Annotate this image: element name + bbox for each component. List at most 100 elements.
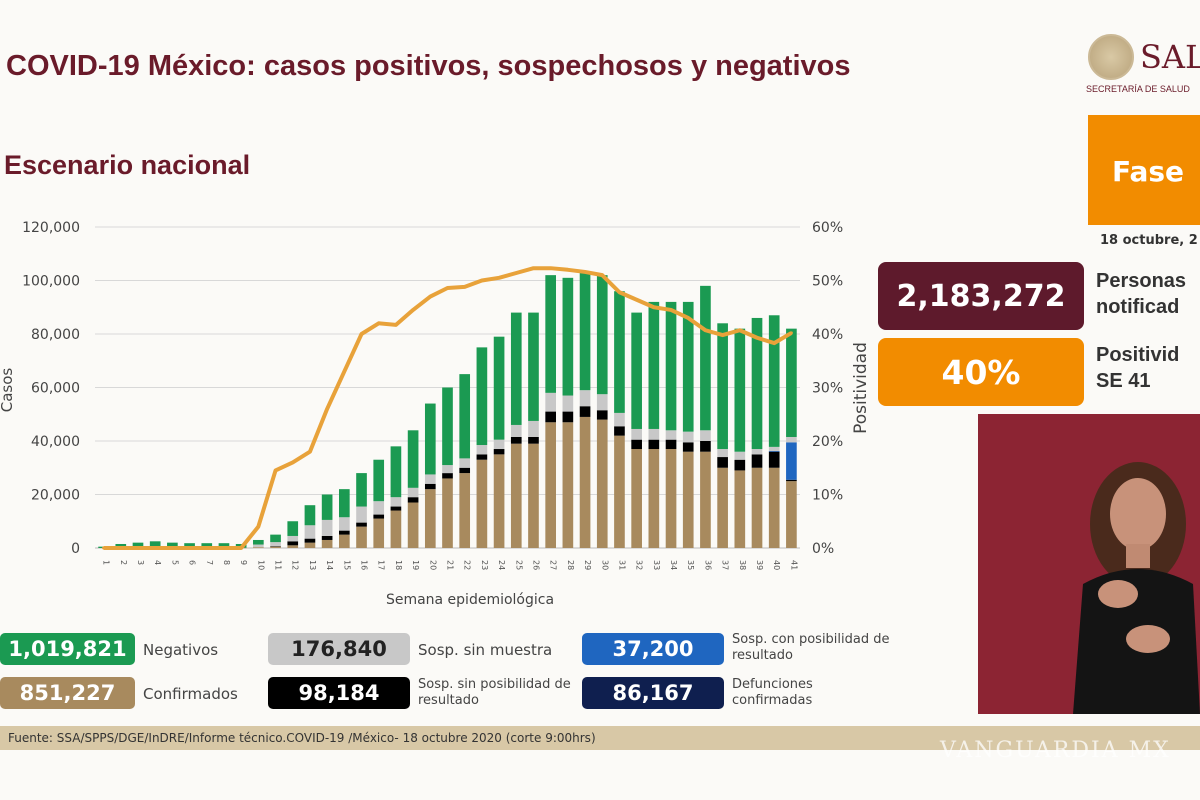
- positivity-point: [566, 268, 570, 272]
- fase-badge: Fase: [1088, 115, 1200, 225]
- y-tick-label: 20,000: [31, 488, 80, 504]
- x-tick-label: 37: [721, 560, 730, 570]
- x-tick-label: 31: [617, 560, 626, 570]
- bar-negativos: [149, 541, 161, 548]
- positivity-point: [170, 546, 174, 550]
- bar-sosp-sin-posibilidad-de-resultado: [356, 522, 367, 527]
- bar-confirmados: [751, 467, 763, 548]
- cases-chart: 0 20,000 40,000 60,000 80,000 100,000 120,000 0…: [0, 220, 871, 608]
- x-tick-label: 23: [480, 560, 489, 570]
- positivity-point: [308, 450, 312, 454]
- bar-sosp-sin-muestra: [717, 449, 728, 458]
- bar-confirmados: [373, 518, 385, 548]
- bar-sosp-sin-muestra: [338, 517, 350, 531]
- bar-negativos: [287, 521, 299, 536]
- bar-negativos: [579, 272, 591, 391]
- bar-confirmados: [700, 451, 711, 548]
- x-tick-label: 25: [514, 560, 523, 570]
- legend-sin-posibilidad-label: Sosp. sin posibilidad de resultado: [418, 677, 571, 708]
- positivity-point: [772, 341, 776, 345]
- bar-confirmados: [631, 449, 642, 548]
- positivity-point: [274, 468, 278, 472]
- bar-sosp-sin-muestra: [614, 412, 625, 427]
- y2-tick-label: 60%: [812, 220, 843, 236]
- bar-sosp-sin-posibilidad-de-resultado: [751, 454, 763, 468]
- bar-sosp-sin-muestra: [407, 487, 419, 498]
- x-tick-label: 15: [342, 560, 351, 570]
- bar-sosp-sin-muestra: [390, 497, 402, 507]
- bar-sosp-sin-posibilidad-de-resultado: [304, 538, 316, 543]
- bar-confirmados: [786, 481, 797, 548]
- positivity-point: [222, 546, 226, 550]
- positivity-point: [635, 298, 639, 302]
- x-tick-label: 19: [411, 560, 420, 570]
- legend-con-posibilidad-value: 37,200: [582, 633, 724, 665]
- x-tick-label: 10: [256, 560, 265, 570]
- report-date: 18 octubre, 2: [1100, 233, 1198, 248]
- bar-negativos: [768, 315, 780, 447]
- x-tick-label: 26: [531, 560, 540, 570]
- legend-defunciones-value: 86,167: [582, 677, 724, 709]
- positivity-point: [789, 331, 793, 335]
- bar-sosp-sin-posibilidad-de-resultado: [407, 497, 419, 503]
- x-tick-label: 4: [153, 560, 162, 565]
- positivity-point: [446, 286, 449, 290]
- bar-negativos: [390, 446, 402, 498]
- bar-sosp-sin-posibilidad-de-resultado: [631, 439, 642, 450]
- positivity-point: [686, 316, 690, 320]
- bar-confirmados: [424, 489, 436, 548]
- x-tick-label: 28: [566, 560, 575, 570]
- bar-confirmados: [596, 419, 608, 548]
- bar-confirmados: [648, 449, 660, 548]
- x-tick-label: 34: [669, 560, 678, 570]
- source-footer: Fuente: SSA/SPPS/DGE/InDRE/Informe técni…: [0, 726, 1200, 750]
- page-title: COVID-19 México: casos positivos, sospec…: [6, 50, 851, 82]
- y2-tick-label: 10%: [812, 488, 843, 504]
- positivity-point: [205, 546, 209, 550]
- bar-sosp-sin-muestra: [648, 428, 660, 440]
- bar-sosp-sin-muestra: [424, 474, 436, 484]
- bar-confirmados: [717, 467, 728, 548]
- y-tick-label: 120,000: [22, 220, 80, 236]
- positivity-point: [119, 546, 123, 550]
- sign-language-interpreter-video: [978, 414, 1200, 714]
- bar-sosp-sin-posibilidad-de-resultado: [717, 457, 728, 468]
- notified-label: Personas notificad: [1096, 268, 1186, 320]
- bar-sosp-sin-muestra: [493, 439, 505, 450]
- y-axis-label: Casos: [0, 368, 16, 413]
- bar-negativos: [562, 277, 574, 396]
- x-tick-label: 38: [738, 560, 747, 570]
- positivity-point: [377, 321, 381, 325]
- page-subtitle: Escenario nacional: [4, 150, 251, 180]
- y-tick-label: 0: [71, 541, 80, 557]
- bar-sosp-sin-muestra: [734, 451, 746, 460]
- positivity-label-1: Positivid: [1096, 344, 1180, 366]
- bar-sosp-sin-posibilidad-de-resultado: [614, 426, 625, 436]
- positivity-point: [411, 308, 415, 312]
- x-tick-label: 12: [291, 560, 300, 570]
- bar-confirmados: [614, 435, 625, 548]
- bar-sosp-sin-muestra: [270, 542, 281, 547]
- positivity-point: [102, 546, 106, 550]
- positivity-point: [428, 295, 432, 299]
- positivity-point: [600, 273, 604, 277]
- bar-negativos: [407, 430, 419, 488]
- positivity-point: [256, 525, 260, 529]
- positivity-point: [325, 407, 329, 411]
- notified-label-2: notificad: [1096, 296, 1180, 318]
- positivity-point: [463, 285, 467, 289]
- bar-negativos: [218, 543, 230, 548]
- y-tick-label: 80,000: [31, 327, 80, 343]
- legend-confirmados-label: Confirmados: [143, 685, 238, 703]
- bar-confirmados: [459, 473, 471, 548]
- bar-sosp-sin-posibilidad-de-resultado: [390, 506, 402, 511]
- bar-sosp-sin-muestra: [304, 525, 316, 539]
- bar-negativos: [253, 539, 264, 545]
- y2-tick-label: 20%: [812, 434, 843, 450]
- bar-sosp-sin-posibilidad-de-resultado: [596, 410, 608, 420]
- bar-sosp-sin-posibilidad-de-resultado: [786, 479, 797, 482]
- bar-sosp-sin-muestra: [579, 390, 591, 407]
- bar-negativos: [665, 301, 677, 431]
- bar-sosp-sin-muestra: [459, 458, 471, 468]
- bar-negativos: [201, 543, 213, 548]
